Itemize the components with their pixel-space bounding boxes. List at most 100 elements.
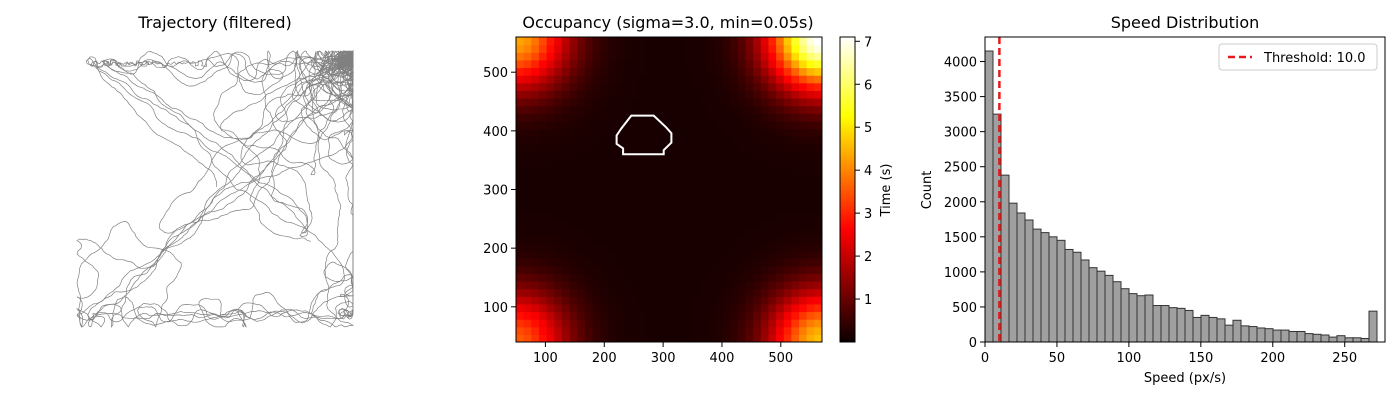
heatmap-cell <box>600 227 609 236</box>
heatmap-cell <box>615 227 624 236</box>
heatmap-cell <box>516 296 525 305</box>
heatmap-cell <box>646 75 655 84</box>
heatmap-cell <box>577 197 586 206</box>
heatmap-cell <box>791 281 800 290</box>
heatmap-cell <box>684 52 693 61</box>
heatmap-cell <box>691 143 701 152</box>
heatmap-cell <box>584 37 594 46</box>
heatmap-cell <box>776 120 785 130</box>
heatmap-cell <box>646 250 655 259</box>
heatmap-cell <box>592 250 601 259</box>
heatmap-cell <box>607 136 617 145</box>
heatmap-cell <box>630 151 639 160</box>
heatmap-cell <box>768 59 777 69</box>
heatmap-cell <box>783 136 792 145</box>
heatmap-cell <box>546 204 555 213</box>
heatmap-cell <box>760 151 770 160</box>
heatmap-cell <box>707 220 716 229</box>
heatmap-cell <box>791 204 800 213</box>
heatmap-cell <box>676 250 685 259</box>
heatmap-cell <box>753 212 762 221</box>
heatmap-cell <box>623 166 632 175</box>
heatmap-cell <box>814 334 822 342</box>
heatmap-cell <box>569 311 578 320</box>
histogram-bar-31 <box>1232 319 1242 343</box>
heatmap-cell <box>714 181 724 191</box>
heatmap-cell <box>699 258 708 267</box>
heatmap-cell <box>577 212 586 221</box>
heatmap-cell <box>669 174 678 183</box>
heatmap-cell <box>577 273 586 282</box>
heatmap-cell <box>783 296 792 305</box>
heatmap-cell <box>592 90 601 99</box>
heatmap-cell <box>577 128 586 137</box>
heatmap-cell <box>814 181 822 191</box>
heatmap-cell <box>577 67 586 76</box>
heatmap-cell <box>554 189 563 198</box>
heatmap-cell <box>615 197 624 206</box>
heatmap-cell <box>791 181 800 191</box>
heatmap-cell <box>745 82 754 91</box>
heatmap-cell <box>722 105 731 114</box>
heatmap-cell <box>799 82 808 91</box>
heatmap-cell <box>523 166 532 175</box>
heatmap-cell <box>569 82 578 91</box>
heatmap-cell <box>638 227 647 236</box>
heatmap-cell <box>638 288 647 297</box>
heatmap-cell <box>745 128 754 137</box>
heatmap-cell <box>684 273 693 282</box>
heatmap-cell <box>768 143 777 152</box>
heatmap-cell <box>714 265 724 274</box>
heatmap-cell <box>745 296 754 305</box>
heatmap-cell <box>638 181 647 191</box>
heatmap-cell <box>554 105 563 114</box>
heatmap-cell <box>600 204 609 213</box>
heatmap-cell <box>791 334 800 342</box>
heatmap-cell <box>806 113 815 122</box>
heatmap-cell <box>630 250 639 259</box>
heatmap-cell <box>653 67 662 76</box>
heatmap-cell <box>791 159 800 168</box>
heatmap-cell <box>569 181 578 191</box>
heatmap-cell <box>714 296 724 305</box>
heatmap-cell <box>646 174 655 183</box>
heatmap-cell <box>676 303 685 313</box>
heatmap-cell <box>791 59 800 69</box>
heatmap-cell <box>730 98 739 107</box>
heatmap-cell <box>791 143 800 152</box>
heatmap-cell <box>730 159 739 168</box>
heatmap-cell <box>783 235 792 244</box>
heatmap-cell <box>669 227 678 236</box>
heatmap-cell <box>538 113 548 122</box>
heatmap-cell <box>760 113 770 122</box>
heatmap-cell <box>745 311 754 320</box>
heatmap-cell <box>768 227 777 236</box>
heatmap-cell <box>516 120 525 130</box>
heatmap-cell <box>814 250 822 259</box>
heatmap-cell <box>653 334 662 342</box>
heatmap-cell <box>646 303 655 313</box>
heatmap-cell <box>776 159 785 168</box>
heatmap-cell <box>722 75 731 84</box>
heatmap-cell <box>653 220 662 229</box>
heatmap-cell <box>791 242 800 252</box>
heatmap-cell <box>584 67 594 76</box>
heatmap-cell <box>554 311 563 320</box>
heatmap-cell <box>600 334 609 342</box>
heatmap-cell <box>707 75 716 84</box>
heatmap-cell <box>814 151 822 160</box>
heatmap-cell <box>607 105 617 114</box>
heatmap-cell <box>561 166 571 175</box>
heatmap-cell <box>630 181 639 191</box>
heatmap-cell <box>607 296 617 305</box>
heatmap-cell <box>791 235 800 244</box>
heatmap-cell <box>806 303 815 313</box>
heatmap-cell <box>707 52 716 61</box>
heatmap-y-tick-label-0: 100 <box>483 301 508 316</box>
heatmap-cell <box>745 67 754 76</box>
heatmap-cell <box>523 311 532 320</box>
heatmap-cell <box>676 326 685 335</box>
heatmap-cell <box>577 235 586 244</box>
heatmap-cell <box>554 181 563 191</box>
heatmap-cell <box>814 242 822 252</box>
